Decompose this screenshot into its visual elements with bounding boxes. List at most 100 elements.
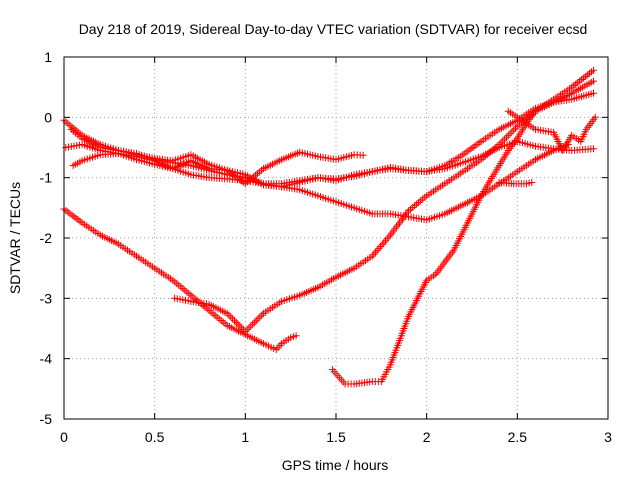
data-point: [353, 267, 355, 269]
data-point: [462, 153, 464, 156]
data-point: [592, 80, 595, 82]
data-point: [317, 176, 319, 179]
data-point: [552, 131, 555, 134]
x-tick-label: 1.5: [326, 429, 346, 445]
data-point: [280, 342, 283, 345]
chart-title: Day 218 of 2019, Sidereal Day-to-day VTE…: [79, 21, 588, 37]
data-point: [226, 324, 228, 327]
plot-frame: [63, 56, 609, 420]
data-point: [353, 207, 355, 209]
data-point: [425, 279, 428, 282]
data-point: [407, 210, 410, 212]
data-point: [190, 173, 192, 176]
data-point: [65, 146, 67, 149]
data-point: [416, 297, 419, 300]
x-tick-label: 0.5: [145, 429, 165, 445]
series-arc9: [504, 107, 599, 154]
data-point: [295, 334, 297, 337]
data-point: [262, 184, 265, 186]
data-point: [462, 231, 464, 233]
x-axis-label: GPS time / hours: [282, 457, 389, 473]
data-point: [525, 122, 528, 125]
data-point: [190, 153, 192, 156]
data-point: [226, 169, 228, 172]
data-point: [462, 170, 464, 173]
data-point: [425, 170, 428, 173]
data-point: [353, 383, 355, 385]
data-point: [99, 143, 102, 146]
data-point: [226, 173, 228, 176]
data-point: [317, 286, 319, 289]
x-tick-label: 2.5: [508, 429, 528, 445]
data-point: [208, 163, 210, 166]
data-point: [208, 167, 210, 170]
data-point: [389, 234, 392, 236]
data-point: [172, 167, 174, 170]
data-point: [552, 147, 555, 150]
data-point: [72, 164, 74, 167]
data-point: [275, 348, 277, 351]
data-point: [344, 383, 346, 385]
data-point: [592, 92, 595, 94]
data-point: [592, 147, 595, 150]
data-point: [153, 157, 156, 160]
data-point: [507, 149, 510, 152]
data-point: [371, 380, 374, 383]
data-point: [371, 213, 374, 215]
data-point: [81, 143, 83, 146]
data-point: [99, 234, 102, 236]
data-point: [280, 158, 283, 161]
data-point: [335, 179, 337, 182]
data-point: [380, 380, 383, 383]
data-point: [172, 159, 174, 162]
y-axis-label: SDTVAR / TECUs: [7, 182, 23, 294]
data-point: [280, 300, 283, 303]
data-point: [462, 161, 464, 164]
data-point: [153, 163, 156, 166]
data-point: [489, 179, 491, 182]
y-tick-label: -1: [40, 170, 53, 186]
data-point: [117, 149, 120, 152]
data-point: [226, 312, 228, 315]
data-point: [444, 182, 446, 185]
data-point: [99, 149, 102, 152]
data-point: [444, 213, 446, 215]
data-point: [516, 116, 519, 119]
data-point: [570, 98, 573, 101]
data-point: [353, 153, 355, 156]
data-point: [480, 194, 482, 197]
data-point: [262, 342, 265, 345]
data-point: [289, 336, 292, 339]
data-point: [262, 167, 265, 170]
data-point: [516, 170, 519, 173]
data-point: [498, 164, 501, 167]
data-point: [585, 128, 588, 131]
data-point: [262, 312, 265, 315]
data-series: [60, 66, 599, 388]
data-point: [190, 294, 192, 297]
data-point: [498, 181, 501, 184]
data-point: [81, 159, 83, 162]
data-point: [498, 128, 501, 131]
data-point: [244, 330, 247, 333]
x-tick-label: 0: [60, 429, 68, 445]
data-point: [471, 213, 473, 215]
data-point: [173, 297, 176, 300]
data-point: [570, 92, 573, 94]
data-point: [389, 363, 392, 366]
data-point: [570, 149, 573, 152]
data-point: [153, 267, 156, 269]
data-point: [425, 194, 428, 197]
data-point: [525, 182, 528, 185]
data-point: [516, 137, 519, 140]
y-tick-label: 0: [44, 109, 52, 125]
data-point: [444, 261, 446, 263]
data-point: [534, 128, 537, 131]
data-point: [298, 188, 301, 191]
data-point: [371, 255, 374, 257]
data-point: [190, 164, 192, 167]
data-point: [298, 294, 301, 297]
data-point: [117, 243, 120, 245]
